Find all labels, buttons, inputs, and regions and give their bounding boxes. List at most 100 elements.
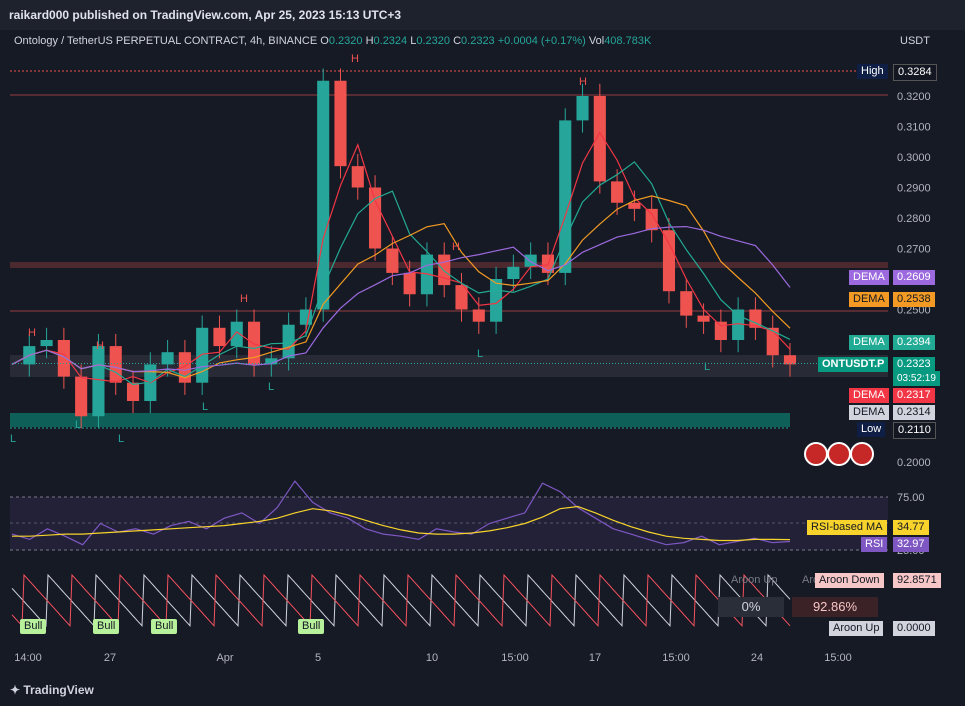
candle-body <box>92 346 105 417</box>
candle-body <box>369 187 382 249</box>
us-flag-event-icon[interactable] <box>804 442 828 466</box>
symbol-price-tag: ONTUSDT.P <box>818 357 889 372</box>
dema-white-tag: DEMA <box>849 405 889 420</box>
candle-body <box>645 208 658 231</box>
pivot-high-label: H <box>452 241 460 253</box>
us-flag-event-icon[interactable] <box>827 442 851 466</box>
candle-body <box>507 266 520 279</box>
us-flag-event-icon[interactable] <box>850 442 874 466</box>
price-axis-tick: 0.3200 <box>897 91 931 103</box>
candle-body <box>109 346 122 383</box>
pivot-high-label: H <box>351 53 359 65</box>
pivot-high-label: H <box>579 76 587 88</box>
candle-body <box>662 230 676 292</box>
price-axis-tick: 0.2900 <box>897 183 931 195</box>
candle-body <box>403 272 416 295</box>
price-axis-tick: 0.2700 <box>897 244 931 256</box>
publisher-bar: raikard000 published on TradingView.com,… <box>0 0 965 30</box>
candle-body <box>628 202 641 209</box>
time-axis-tick: 14:00 <box>14 652 42 664</box>
candle-body <box>714 321 727 340</box>
pivot-high-label: H <box>240 293 248 305</box>
rsi-value: 32.97 <box>893 537 929 552</box>
pivot-high-label: H <box>28 327 36 339</box>
high-value-tag: 0.3284 <box>893 64 937 81</box>
candle-body <box>230 321 243 347</box>
aroon-up-value: 0.0000 <box>893 621 935 636</box>
price-axis-tick: 0.2000 <box>897 457 931 469</box>
candle-body <box>490 279 503 322</box>
aroon-series-layer <box>11 573 791 628</box>
low-value-tag: 0.2110 <box>893 422 936 439</box>
pivot-low-label: L <box>268 381 274 393</box>
time-axis-tick: 17 <box>589 652 601 664</box>
rsi-ma-line <box>12 505 791 542</box>
bull-signal: Bull <box>93 619 120 634</box>
candle-body <box>40 340 53 347</box>
candle-body <box>783 355 797 365</box>
dema-orange-tag: DEMA <box>849 292 889 307</box>
candle-body <box>472 309 485 322</box>
high-label: H <box>365 35 374 47</box>
aroon-up-watermark: Aroon Up <box>731 574 778 586</box>
bar-countdown: 03:52:19 <box>893 371 940 386</box>
close-value: 0.2323 <box>461 35 495 47</box>
candle-body <box>213 327 226 347</box>
vol-label: Vol <box>588 35 605 47</box>
candle-body <box>265 358 278 365</box>
low-tag: Low <box>857 422 886 437</box>
rsi-ma-value: 34.77 <box>893 520 929 535</box>
rsi-ma-tag: RSI-based MA <box>807 520 887 535</box>
time-axis-tick: 5 <box>315 652 321 664</box>
low-label: L <box>410 35 417 47</box>
rsi-pane-decor <box>10 496 888 551</box>
aroon-down-line <box>11 573 791 628</box>
axis-layer: 0.3200 0.3100 0.3000 0.2900 0.2800 0.2700 0.25… <box>14 91 930 664</box>
symbol-name: Ontology / TetherUS PERPETUAL CONTRACT, … <box>14 35 318 47</box>
dema-orange-value: 0.2538 <box>893 292 935 307</box>
candle-body <box>75 376 88 417</box>
pivot-low-label: L <box>477 348 483 360</box>
candle-body <box>559 120 572 273</box>
dema-line <box>11 131 791 384</box>
pivot-low-label: L <box>75 419 81 431</box>
low-value: 0.2320 <box>416 35 451 47</box>
dema-white-value: 0.2314 <box>893 405 935 420</box>
candle-body <box>438 254 451 286</box>
aroon-up-percent-box: 0% <box>718 597 784 617</box>
aroon-down-value: 92.8571 <box>893 573 941 588</box>
price-axis-tick: 0.3000 <box>897 152 931 164</box>
price-axis-tick: 0.2500 <box>897 305 931 317</box>
aroon-down-percent-box: 92.86% <box>792 597 878 617</box>
time-axis-tick: Apr <box>216 652 233 664</box>
high-value: 0.2324 <box>373 35 408 47</box>
pivot-low-label: L <box>118 433 124 445</box>
candle-body <box>593 96 606 182</box>
rsi-tag: RSI <box>861 537 888 552</box>
candle-body <box>611 181 624 203</box>
open-value: 0.2320 <box>328 35 363 47</box>
vol-value: 408.783K <box>604 35 652 47</box>
dema-red-value: 0.2317 <box>893 388 935 403</box>
high-tag-label: High <box>861 65 884 77</box>
brand-name: TradingView <box>23 683 94 697</box>
dema-teal-tag: DEMA <box>849 335 889 350</box>
time-axis-tick: 15:00 <box>824 652 852 664</box>
candle-body <box>697 315 710 322</box>
time-axis-tick: 10 <box>426 652 438 664</box>
price-pane-decor <box>10 70 888 429</box>
symbol-legend[interactable]: Ontology / TetherUS PERPETUAL CONTRACT, … <box>14 35 651 47</box>
pivot-low-label: L <box>202 401 208 413</box>
time-axis-tick: 15:00 <box>662 652 690 664</box>
aroon-down-tag: Aroon Down <box>815 573 884 588</box>
candle-body <box>576 96 589 121</box>
bull-signal: Bull <box>298 619 325 634</box>
time-axis-tick: 27 <box>104 652 116 664</box>
candle-body <box>247 321 261 365</box>
price-axis-tick: 0.2800 <box>897 213 931 225</box>
pivot-low-label: L <box>10 433 16 445</box>
dema-line <box>11 161 791 386</box>
aroon-up-line <box>11 573 791 628</box>
